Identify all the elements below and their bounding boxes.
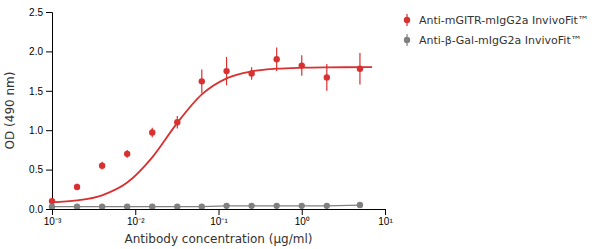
legend-label: Anti-mGITR-mIgG2a InvivoFit™ <box>419 14 589 27</box>
point <box>74 184 80 190</box>
point <box>273 56 279 62</box>
series-line <box>52 205 360 207</box>
y-tick-label: 0.0 <box>29 204 43 215</box>
point <box>99 203 105 209</box>
y-axis: 0.0 0.5 1.0 1.5 2.0 2.5 <box>29 7 52 215</box>
point <box>199 78 205 84</box>
y-tick-label: 2.0 <box>29 46 43 57</box>
point <box>248 70 254 76</box>
point <box>174 203 180 209</box>
x-tick: 10⁻³ <box>44 209 62 227</box>
point <box>223 203 229 209</box>
y-tick: 1.0 <box>29 125 52 136</box>
x-tick: 10⁻¹ <box>210 209 228 227</box>
x-axis: 10⁻³ 10⁻² 10⁻¹ 10⁰ 10¹ <box>44 209 394 227</box>
y-tick-mark <box>46 170 52 171</box>
fit-line <box>52 67 372 202</box>
point <box>99 162 105 168</box>
point <box>248 203 254 209</box>
point <box>273 203 279 209</box>
point <box>299 203 305 209</box>
y-tick: 2.0 <box>29 46 52 57</box>
legend: Anti-mGITR-mIgG2a InvivoFit™ Anti-β-Gal-m… <box>404 14 589 47</box>
point <box>199 203 205 209</box>
y-tick: 0.5 <box>29 164 52 175</box>
x-tick-mark <box>385 209 386 215</box>
point <box>74 203 80 209</box>
x-axis-line <box>53 210 386 216</box>
series-points <box>49 202 363 209</box>
point <box>357 66 363 72</box>
y-tick-mark <box>46 51 52 52</box>
y-axis-line <box>46 13 53 210</box>
y-tick-mark <box>46 130 52 131</box>
legend-item: Anti-mGITR-mIgG2a InvivoFit™ <box>404 14 589 27</box>
x-tick-mark <box>302 209 303 215</box>
y-tick-mark <box>46 209 52 210</box>
x-tick: 10⁻² <box>127 209 145 227</box>
x-axis-title: Antibody concentration (µg/ml) <box>125 232 313 246</box>
series-points <box>49 47 363 204</box>
legend-swatch <box>404 17 410 23</box>
point <box>174 119 180 125</box>
y-tick-label: 0.5 <box>29 164 43 175</box>
point <box>357 202 363 208</box>
x-tick-label: 10⁻¹ <box>210 216 228 227</box>
x-tick: 10⁰ <box>295 209 310 227</box>
point <box>223 68 229 74</box>
y-tick: 1.5 <box>29 86 52 97</box>
legend-label: Anti-β-Gal-mIgG2a InvivoFit™ <box>419 34 582 47</box>
point <box>49 198 55 204</box>
y-tick-label: 1.0 <box>29 125 43 136</box>
y-tick-label: 1.5 <box>29 86 43 97</box>
point <box>149 203 155 209</box>
chart: 10⁻³ 10⁻² 10⁻¹ 10⁰ 10¹ 0.0 0.5 1.0 1.5 2.0 2.5 Anti… <box>0 0 600 249</box>
x-tick-mark <box>135 209 136 215</box>
point <box>124 151 130 157</box>
x-tick-label: 10⁻³ <box>44 216 62 227</box>
point <box>299 62 305 68</box>
y-tick-label: 2.5 <box>29 7 43 18</box>
legend-item: Anti-β-Gal-mIgG2a InvivoFit™ <box>404 34 582 47</box>
y-tick-mark <box>46 91 52 92</box>
plot-area: 10⁻³ 10⁻² 10⁻¹ 10⁰ 10¹ 0.0 0.5 1.0 1.5 2.0 2.5 <box>29 7 393 227</box>
x-tick-label: 10⁻² <box>127 216 145 227</box>
y-tick: 2.5 <box>29 7 52 18</box>
point <box>124 203 130 209</box>
point <box>324 203 330 209</box>
x-tick: 10¹ <box>378 209 393 227</box>
x-tick-mark <box>219 209 220 215</box>
point <box>324 74 330 80</box>
legend-swatch <box>404 37 410 43</box>
x-tick-label: 10¹ <box>378 216 393 227</box>
point <box>49 203 55 209</box>
y-tick-mark <box>46 12 52 13</box>
y-axis-title: OD (490 nm) <box>3 72 17 150</box>
y-tick: 0.0 <box>29 204 52 215</box>
x-tick-label: 10⁰ <box>295 216 310 227</box>
marks <box>49 47 372 209</box>
point <box>149 129 155 135</box>
